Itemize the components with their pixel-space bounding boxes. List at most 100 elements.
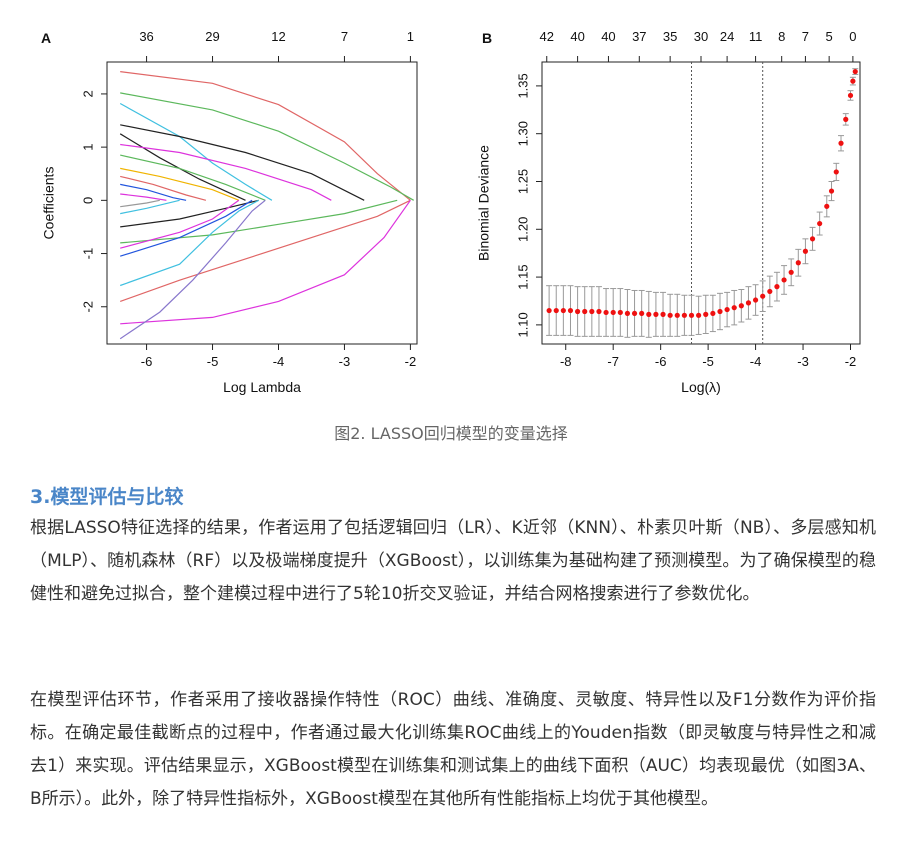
- top-tick-label: 30: [694, 29, 708, 44]
- panel-a-label: A: [41, 30, 51, 46]
- x-tick-label: -4: [750, 354, 762, 369]
- y-tick-label: 2: [80, 90, 95, 97]
- deviance-point: [767, 288, 773, 295]
- deviance-point: [809, 236, 816, 242]
- x-tick-label: -6: [655, 354, 667, 369]
- deviance-point: [833, 169, 839, 175]
- x-tick-label: -2: [405, 354, 417, 369]
- coefficient-path: [120, 71, 411, 201]
- deviance-point: [553, 307, 559, 314]
- x-tick-label: -8: [560, 354, 572, 369]
- y-tick-label: 1.35: [515, 73, 530, 98]
- deviance-point: [802, 248, 809, 254]
- deviance-point: [817, 220, 823, 227]
- deviance-point: [603, 309, 609, 316]
- coefficient-path: [120, 143, 332, 201]
- deviance-point: [546, 307, 552, 314]
- top-tick-label: 5: [826, 29, 833, 44]
- top-tick-label: 29: [205, 29, 219, 44]
- x-tick-label: -6: [141, 354, 153, 369]
- y-tick-label: 0: [80, 197, 95, 204]
- coefficient-path: [119, 102, 273, 201]
- y-tick-label: 1.10: [515, 312, 530, 337]
- coefficient-path: [120, 175, 207, 201]
- deviance-point: [674, 312, 680, 318]
- y-tick-label: -1: [80, 248, 95, 260]
- coefficient-path: [119, 199, 259, 287]
- top-tick-label: 40: [601, 29, 615, 44]
- top-tick-label: 42: [540, 29, 554, 44]
- deviance-point: [850, 78, 856, 84]
- deviance-point: [589, 308, 595, 315]
- deviance-point: [788, 269, 794, 275]
- coefficient-path: [119, 199, 266, 340]
- deviance-point: [738, 303, 744, 309]
- top-tick-label: 12: [271, 29, 285, 44]
- coefficient-path: [120, 199, 398, 244]
- x-tick-label: -5: [207, 354, 219, 369]
- deviance-point: [582, 308, 588, 315]
- top-tick-label: 7: [341, 29, 348, 44]
- y-tick-label: 1.20: [515, 217, 530, 242]
- panel-a-frame: [106, 61, 418, 345]
- x-tick-label: -3: [797, 354, 809, 369]
- section-title: 3.模型评估与比较: [30, 486, 184, 508]
- top-tick-label: 11: [749, 29, 763, 44]
- coefficient-path: [120, 154, 266, 201]
- deviance-point: [717, 308, 723, 315]
- coefficient-path: [120, 92, 414, 201]
- coefficient-path: [120, 124, 365, 201]
- coefficient-path: [120, 199, 160, 208]
- deviance-point: [843, 116, 849, 122]
- deviance-point: [653, 311, 659, 317]
- deviance-point: [838, 140, 844, 146]
- deviance-point: [667, 312, 673, 318]
- paragraph: 根据LASSO特征选择的结果，作者运用了包括逻辑回归（LR）、K近邻（KNN）、…: [30, 518, 876, 604]
- deviance-point: [617, 309, 623, 316]
- panel-b-label: B: [482, 30, 492, 46]
- y-tick-label: 1.25: [515, 169, 530, 194]
- top-tick-label: 8: [778, 29, 785, 44]
- deviance-point: [660, 311, 666, 317]
- y-tick-label: 1: [80, 144, 95, 151]
- top-tick-label: 37: [632, 29, 646, 44]
- deviance-point: [639, 310, 645, 317]
- x-tick-label: -2: [845, 354, 857, 369]
- deviance-point: [795, 260, 801, 266]
- top-tick-label: 7: [802, 29, 809, 44]
- coefficient-path: [120, 193, 167, 201]
- deviance-point: [631, 310, 638, 317]
- figure-caption: 图2. LASSO回归模型的变量选择: [334, 424, 568, 443]
- deviance-point: [646, 311, 652, 317]
- deviance-point: [852, 68, 858, 75]
- top-tick-label: 0: [849, 29, 856, 44]
- x-tick-label: -5: [702, 354, 714, 369]
- x-tick-label: -4: [273, 354, 285, 369]
- deviance-point: [574, 308, 581, 315]
- top-tick-label: 1: [407, 29, 414, 44]
- coefficient-path: [120, 199, 240, 249]
- deviance-point: [752, 297, 759, 303]
- deviance-point: [760, 293, 766, 299]
- deviance-point: [731, 305, 737, 311]
- deviance-point: [774, 284, 780, 290]
- coefficient-path: [120, 199, 411, 325]
- y-tick-label: 1.15: [515, 264, 530, 289]
- deviance-point: [560, 307, 566, 314]
- deviance-point: [781, 277, 787, 283]
- coefficient-path: [119, 199, 411, 302]
- lasso-figure: A -6 -5 -4 -3 -2 -2 -1 0 1 2 36 29 12 7 1 Log Lambda Coef…: [0, 0, 902, 410]
- deviance-point: [596, 308, 602, 315]
- top-tick-label: 36: [139, 29, 153, 44]
- deviance-point: [696, 312, 702, 318]
- deviance-point: [610, 309, 616, 316]
- deviance-point: [847, 92, 854, 99]
- panel-b-frame: [541, 61, 861, 345]
- coefficient-path: [120, 167, 240, 201]
- deviance-point: [828, 188, 835, 194]
- x-axis-title: Log Lambda: [223, 379, 301, 395]
- deviance-point: [681, 312, 687, 318]
- paragraph: 在模型评估环节，作者采用了接收器操作特性（ROC）曲线、准确度、灵敏度、特异性以…: [30, 690, 876, 809]
- y-tick-label: 1.30: [515, 121, 530, 146]
